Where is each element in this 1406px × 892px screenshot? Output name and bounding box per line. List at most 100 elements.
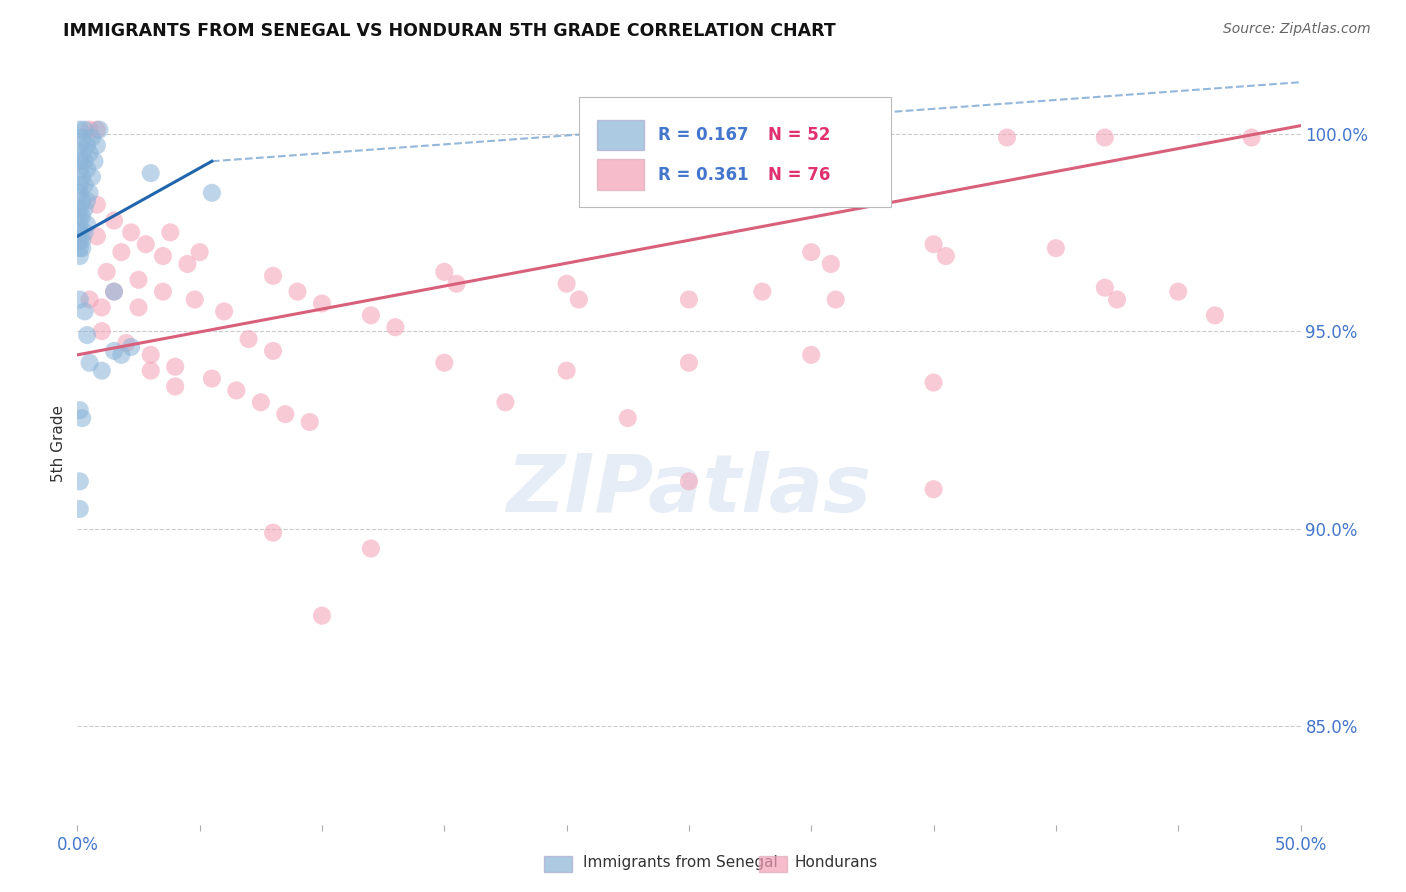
Point bbox=[90, 324, 112, 338]
Point bbox=[76, 162, 98, 177]
Point bbox=[69, 403, 91, 417]
Bar bbox=[598, 160, 644, 190]
Point bbox=[446, 277, 468, 291]
Point bbox=[922, 482, 945, 496]
Point bbox=[70, 194, 93, 208]
Point bbox=[262, 343, 284, 358]
Point bbox=[1094, 281, 1116, 295]
Point bbox=[159, 225, 181, 239]
Text: ZIPatlas: ZIPatlas bbox=[506, 450, 872, 529]
Point bbox=[165, 379, 187, 393]
Point bbox=[617, 411, 640, 425]
Text: IMMIGRANTS FROM SENEGAL VS HONDURAN 5TH GRADE CORRELATION CHART: IMMIGRANTS FROM SENEGAL VS HONDURAN 5TH … bbox=[63, 22, 837, 40]
Point bbox=[86, 197, 108, 211]
Point bbox=[69, 154, 91, 169]
Point bbox=[678, 293, 700, 307]
Point bbox=[69, 178, 91, 192]
Point bbox=[69, 241, 91, 255]
Point bbox=[139, 348, 162, 362]
Point bbox=[73, 225, 96, 239]
Point bbox=[225, 384, 247, 398]
Point bbox=[384, 320, 406, 334]
Point bbox=[287, 285, 309, 299]
Point bbox=[83, 154, 105, 169]
Text: N = 76: N = 76 bbox=[769, 166, 831, 184]
Point bbox=[70, 169, 93, 184]
Point bbox=[73, 304, 96, 318]
Point bbox=[1204, 309, 1226, 323]
Point bbox=[678, 475, 700, 489]
Point bbox=[1167, 285, 1189, 299]
Point bbox=[69, 122, 91, 136]
Point bbox=[152, 285, 174, 299]
Point bbox=[678, 356, 700, 370]
Point bbox=[298, 415, 321, 429]
Point bbox=[820, 257, 842, 271]
Point bbox=[152, 249, 174, 263]
Point bbox=[495, 395, 517, 409]
Point bbox=[201, 186, 224, 200]
Text: Source: ZipAtlas.com: Source: ZipAtlas.com bbox=[1223, 22, 1371, 37]
Point bbox=[250, 395, 273, 409]
Point bbox=[69, 249, 91, 263]
Point bbox=[69, 218, 91, 232]
Bar bbox=[598, 120, 644, 150]
Point bbox=[79, 186, 101, 200]
Point bbox=[922, 376, 945, 390]
Point bbox=[73, 122, 96, 136]
Point bbox=[69, 202, 91, 216]
Point bbox=[69, 475, 91, 489]
Point bbox=[69, 186, 91, 200]
Point bbox=[86, 122, 108, 136]
Point bbox=[120, 225, 142, 239]
Point bbox=[79, 293, 101, 307]
Point bbox=[80, 169, 103, 184]
Point bbox=[79, 356, 101, 370]
Point bbox=[79, 146, 101, 161]
Text: N = 52: N = 52 bbox=[769, 126, 831, 144]
Point bbox=[360, 541, 382, 556]
Point bbox=[73, 154, 96, 169]
Point bbox=[69, 233, 91, 247]
Point bbox=[360, 309, 382, 323]
Point bbox=[311, 608, 333, 623]
Point bbox=[922, 237, 945, 252]
Point bbox=[201, 371, 224, 385]
Point bbox=[1107, 293, 1129, 307]
Point bbox=[73, 178, 96, 192]
Point bbox=[238, 332, 260, 346]
Point bbox=[751, 285, 773, 299]
Point bbox=[69, 225, 91, 239]
Point bbox=[555, 364, 578, 378]
Point bbox=[69, 138, 91, 153]
Point bbox=[935, 249, 957, 263]
Point bbox=[995, 130, 1018, 145]
Point bbox=[212, 304, 235, 318]
Point bbox=[76, 194, 98, 208]
Point bbox=[139, 364, 162, 378]
Point bbox=[90, 301, 112, 315]
Point bbox=[135, 237, 157, 252]
Point bbox=[262, 268, 284, 283]
Point bbox=[568, 293, 591, 307]
Point bbox=[120, 340, 142, 354]
Point bbox=[70, 210, 93, 224]
Point bbox=[70, 130, 93, 145]
Point bbox=[139, 166, 162, 180]
Point bbox=[433, 356, 456, 370]
Point bbox=[69, 502, 91, 516]
Point bbox=[80, 130, 103, 145]
Point bbox=[86, 229, 108, 244]
Point bbox=[824, 293, 846, 307]
Point bbox=[69, 293, 91, 307]
Text: Hondurans: Hondurans bbox=[794, 855, 877, 870]
Point bbox=[69, 210, 91, 224]
FancyBboxPatch shape bbox=[579, 96, 891, 207]
Text: Immigrants from Senegal: Immigrants from Senegal bbox=[583, 855, 779, 870]
Point bbox=[76, 138, 98, 153]
Point bbox=[262, 525, 284, 540]
Point bbox=[1240, 130, 1263, 145]
Point bbox=[127, 273, 149, 287]
Point bbox=[103, 285, 125, 299]
Point bbox=[79, 122, 101, 136]
